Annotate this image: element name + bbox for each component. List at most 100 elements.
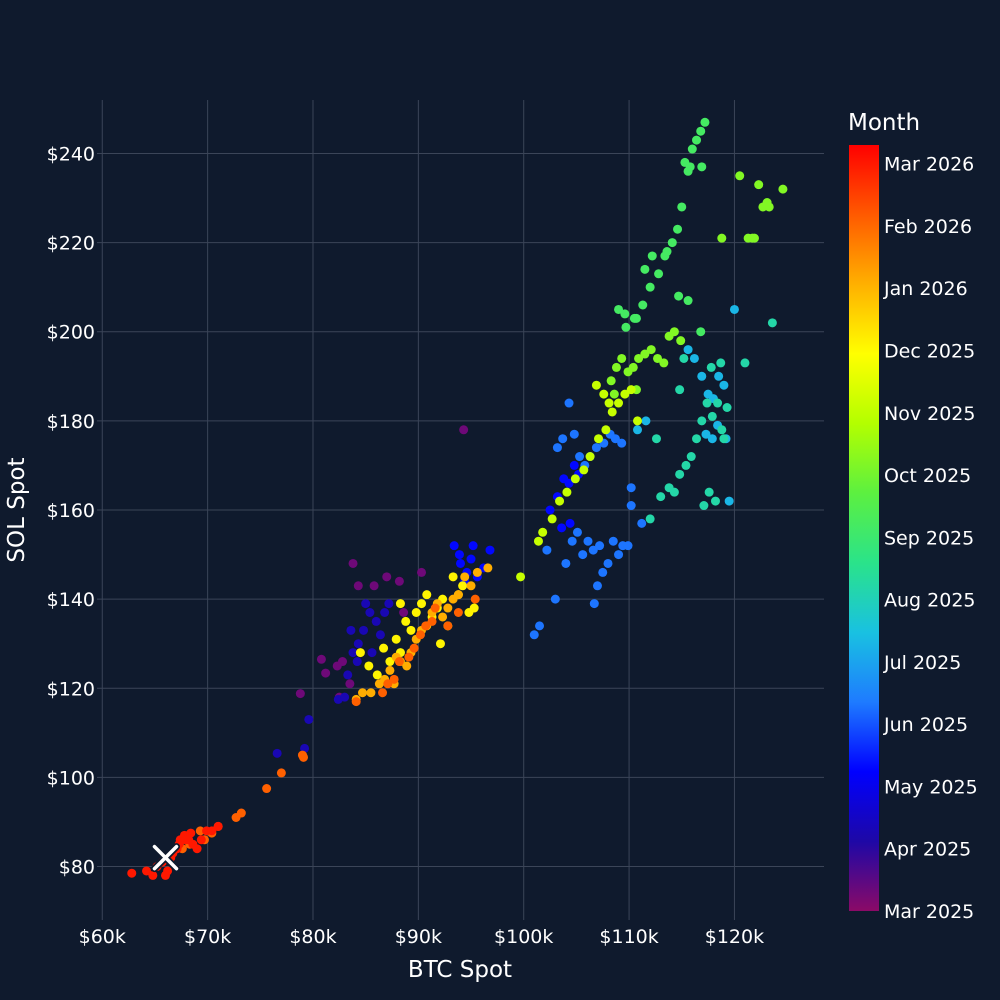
data-point bbox=[614, 550, 624, 560]
data-point bbox=[696, 327, 706, 337]
data-point bbox=[272, 748, 282, 758]
data-point bbox=[697, 416, 707, 426]
data-point bbox=[565, 518, 575, 528]
y-tick-label: $100 bbox=[47, 767, 95, 789]
data-point bbox=[417, 567, 427, 577]
data-point bbox=[701, 429, 711, 439]
data-point bbox=[421, 621, 431, 631]
data-point bbox=[378, 688, 388, 698]
data-point bbox=[589, 599, 599, 609]
data-point bbox=[604, 398, 614, 408]
data-point bbox=[669, 487, 679, 497]
data-point bbox=[192, 844, 202, 854]
data-point bbox=[683, 345, 693, 355]
data-point bbox=[608, 536, 618, 546]
y-tick-label: $220 bbox=[47, 233, 95, 255]
data-point bbox=[621, 322, 631, 332]
data-point bbox=[569, 429, 579, 439]
data-point bbox=[365, 608, 375, 617]
data-point bbox=[659, 358, 669, 368]
data-point bbox=[714, 371, 724, 381]
data-point bbox=[638, 300, 648, 310]
y-tick-label: $160 bbox=[47, 500, 95, 522]
data-point bbox=[598, 567, 608, 577]
data-point bbox=[561, 558, 571, 568]
data-point bbox=[620, 309, 630, 319]
data-point bbox=[692, 434, 702, 444]
data-point bbox=[626, 483, 636, 493]
data-point bbox=[127, 868, 137, 878]
data-point bbox=[391, 634, 401, 644]
y-tick-labels: $80 $100 $120 $140 $160 $180 $200 $220 $240 bbox=[47, 143, 95, 878]
data-point bbox=[427, 616, 437, 626]
data-point bbox=[634, 353, 644, 363]
data-point bbox=[558, 434, 568, 444]
data-point bbox=[321, 668, 331, 678]
data-point bbox=[353, 639, 363, 649]
data-point bbox=[160, 870, 170, 880]
data-point bbox=[438, 612, 448, 622]
data-point bbox=[591, 443, 601, 453]
data-point bbox=[483, 563, 493, 573]
data-point bbox=[735, 171, 745, 181]
data-point bbox=[697, 371, 707, 381]
data-point bbox=[620, 389, 630, 399]
data-point bbox=[710, 496, 720, 506]
data-point bbox=[606, 376, 616, 386]
data-point bbox=[404, 652, 414, 662]
data-point bbox=[453, 608, 463, 617]
data-point bbox=[656, 492, 666, 502]
data-point bbox=[645, 282, 655, 292]
data-point bbox=[443, 603, 453, 613]
data-point bbox=[458, 581, 468, 591]
data-point bbox=[592, 581, 602, 591]
data-point bbox=[689, 353, 699, 363]
data-point bbox=[545, 505, 555, 515]
data-point bbox=[640, 349, 650, 359]
data-point bbox=[637, 518, 647, 528]
data-point bbox=[673, 224, 683, 234]
data-point bbox=[588, 545, 598, 555]
y-tick-label: $180 bbox=[47, 411, 95, 433]
data-point bbox=[707, 411, 717, 421]
data-point bbox=[295, 689, 305, 699]
colorbar-tick-label: Dec 2025 bbox=[884, 341, 975, 363]
data-point bbox=[651, 434, 661, 444]
data-point bbox=[626, 385, 636, 395]
data-point bbox=[677, 202, 687, 212]
data-point bbox=[454, 550, 464, 560]
data-point bbox=[628, 362, 638, 372]
data-point bbox=[443, 621, 453, 631]
data-point bbox=[394, 657, 404, 667]
data-point bbox=[687, 144, 697, 154]
data-point bbox=[337, 657, 347, 667]
data-point bbox=[719, 380, 729, 390]
data-point bbox=[717, 425, 727, 435]
data-point bbox=[485, 545, 495, 555]
current-position-marker bbox=[150, 843, 180, 873]
data-point bbox=[453, 590, 463, 600]
data-point bbox=[547, 514, 557, 524]
data-point bbox=[700, 117, 710, 127]
data-point bbox=[641, 416, 651, 426]
data-point bbox=[351, 697, 361, 707]
data-point bbox=[653, 353, 663, 363]
data-point bbox=[472, 567, 482, 577]
data-point bbox=[304, 714, 314, 724]
data-point bbox=[364, 661, 374, 671]
data-point bbox=[389, 674, 399, 684]
data-point bbox=[469, 603, 479, 613]
data-point bbox=[611, 362, 621, 372]
data-point bbox=[460, 572, 470, 582]
data-point bbox=[343, 670, 353, 680]
data-point bbox=[579, 465, 589, 475]
data-point bbox=[599, 389, 609, 399]
marker-stroke bbox=[152, 844, 179, 871]
data-point bbox=[583, 536, 593, 546]
y-tick-label: $140 bbox=[47, 589, 95, 611]
data-point bbox=[358, 688, 368, 698]
data-point bbox=[683, 296, 693, 306]
data-point bbox=[348, 558, 358, 568]
data-point bbox=[662, 247, 672, 257]
data-point bbox=[591, 380, 601, 390]
